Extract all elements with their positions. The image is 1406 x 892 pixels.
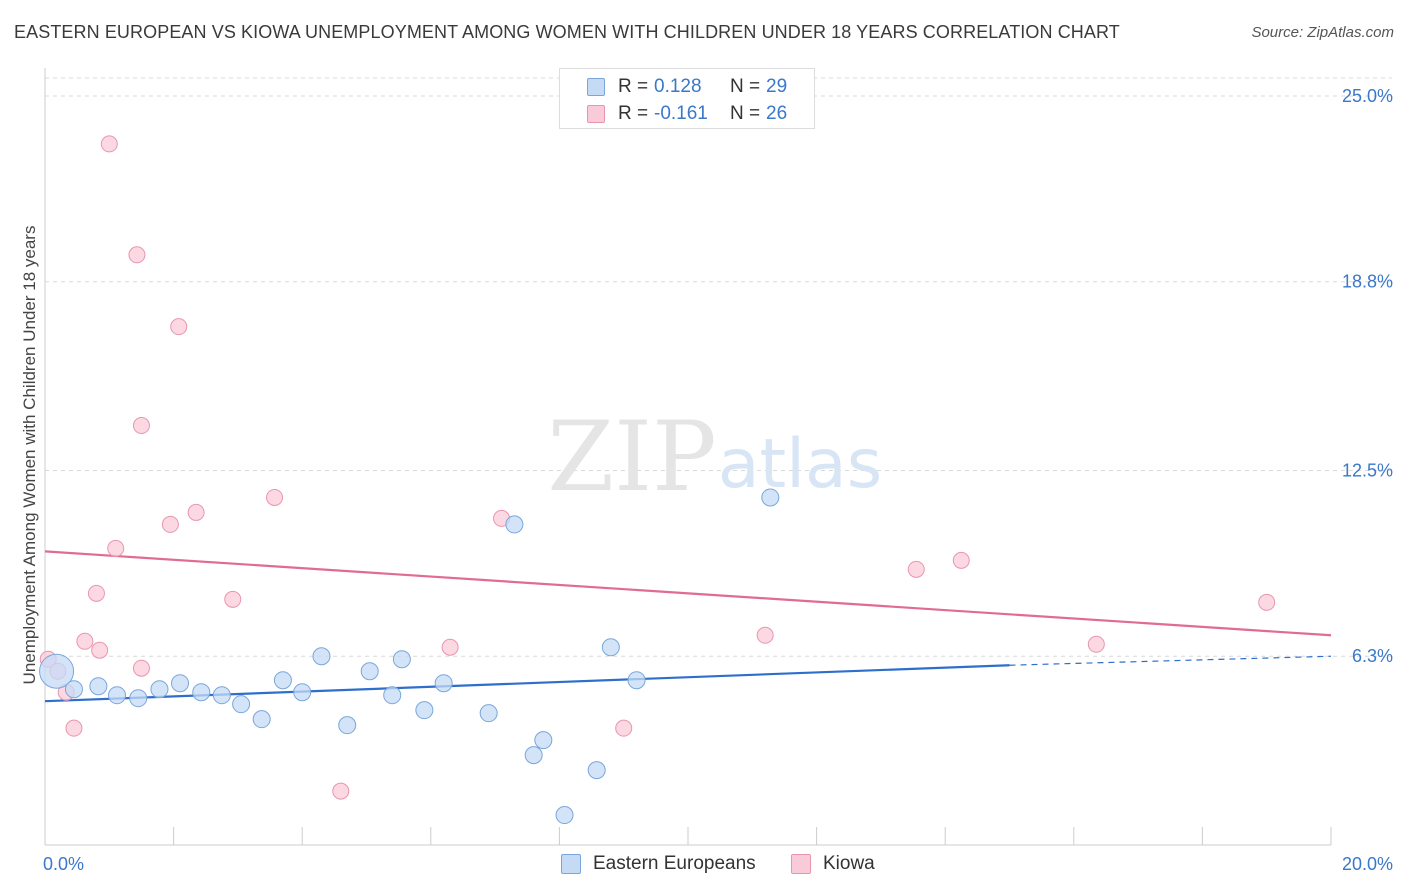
point-eastern-europeans <box>64 680 83 699</box>
chart-title: EASTERN EUROPEAN VS KIOWA UNEMPLOYMENT A… <box>14 22 1120 42</box>
r-value: 0.128 <box>654 76 702 97</box>
point-kiowa <box>952 551 970 569</box>
point-eastern-europeans <box>150 680 169 699</box>
x-tick-label: 20.0% <box>1342 854 1393 874</box>
point-eastern-europeans <box>273 671 292 690</box>
grid-layer <box>45 77 1392 657</box>
point-eastern-europeans <box>293 683 312 702</box>
point-eastern-europeans <box>129 689 148 708</box>
point-kiowa <box>132 659 150 677</box>
point-kiowa <box>332 782 350 800</box>
point-kiowa <box>100 135 118 153</box>
r-label: R = <box>618 103 649 124</box>
point-eastern-europeans <box>312 647 331 666</box>
stats-row-eastern-europeans: R = 0.128 N = 29 <box>560 74 814 100</box>
point-kiowa <box>128 246 146 264</box>
point-eastern-europeans <box>360 662 379 681</box>
point-kiowa <box>132 417 150 435</box>
pink-swatch <box>791 854 811 874</box>
point-eastern-europeans <box>252 710 271 729</box>
trendline-eastern-europeans <box>44 664 1010 703</box>
y-tick-label: 25.0% <box>1342 86 1393 106</box>
n-value: 29 <box>766 76 788 97</box>
stats-legend: R = 0.128 N = 29 R = -0.161 N = 26 <box>559 68 815 129</box>
point-eastern-europeans <box>555 806 574 825</box>
point-eastern-europeans <box>232 695 251 714</box>
stats-row-kiowa: R = -0.161 N = 26 <box>560 101 814 127</box>
legend-label: Eastern Europeans <box>593 853 756 874</box>
point-kiowa <box>161 515 179 533</box>
tick-labels: 6.3% 12.5% 18.8% 25.0% 0.0% 20.0% <box>43 86 1393 874</box>
point-eastern-europeans <box>415 701 434 720</box>
series-legend: Eastern Europeans Kiowa <box>0 852 1406 878</box>
n-label: N = <box>730 103 761 124</box>
watermark-atlas: atlas <box>718 425 882 504</box>
r-value: -0.161 <box>654 103 708 124</box>
point-kiowa <box>266 488 284 506</box>
point-kiowa <box>187 503 205 521</box>
point-eastern-europeans <box>627 671 646 690</box>
blue-swatch <box>561 854 581 874</box>
watermark: ZIP atlas <box>547 401 882 513</box>
point-kiowa <box>107 539 125 557</box>
x-tick-label: 0.0% <box>43 854 84 874</box>
point-eastern-europeans <box>601 638 620 657</box>
point-eastern-europeans <box>39 653 75 689</box>
point-eastern-europeans <box>338 716 357 735</box>
watermark-zip: ZIP <box>547 401 716 513</box>
axes-layer <box>44 68 1332 846</box>
point-eastern-europeans <box>434 674 453 693</box>
point-kiowa <box>76 632 94 650</box>
point-kiowa <box>91 641 109 659</box>
point-kiowa <box>87 584 105 602</box>
point-eastern-europeans <box>383 686 402 705</box>
point-eastern-europeans <box>192 683 211 702</box>
point-eastern-europeans <box>108 686 127 705</box>
point-kiowa <box>1087 635 1105 653</box>
point-eastern-europeans <box>171 674 190 693</box>
y-tick-label: 18.8% <box>1342 272 1393 292</box>
point-eastern-europeans <box>761 488 780 507</box>
point-kiowa <box>907 560 925 578</box>
point-eastern-europeans <box>534 731 553 750</box>
point-kiowa <box>1258 593 1276 611</box>
point-eastern-europeans <box>392 650 411 669</box>
trend-layer <box>44 550 1332 703</box>
point-eastern-europeans <box>89 677 108 696</box>
point-kiowa <box>441 638 459 656</box>
point-eastern-europeans <box>212 686 231 705</box>
pink-swatch <box>587 105 605 123</box>
point-kiowa <box>615 719 633 737</box>
point-eastern-europeans <box>587 761 606 780</box>
y-tick-label: 6.3% <box>1352 646 1393 666</box>
point-eastern-europeans <box>479 704 498 723</box>
point-kiowa <box>756 626 774 644</box>
point-kiowa <box>170 318 188 336</box>
blue-swatch <box>587 78 605 96</box>
trendline-kiowa <box>44 550 1332 637</box>
point-kiowa <box>65 719 83 737</box>
trendline-eastern-europeans-extension <box>1009 655 1332 666</box>
points-layer <box>39 135 1276 825</box>
y-tick-label: 12.5% <box>1342 460 1393 480</box>
point-eastern-europeans <box>505 515 524 534</box>
n-label: N = <box>730 76 761 97</box>
n-value: 26 <box>766 103 788 124</box>
r-label: R = <box>618 76 649 97</box>
source-credit: Source: ZipAtlas.com <box>1251 24 1394 41</box>
point-kiowa <box>224 590 242 608</box>
point-eastern-europeans <box>524 746 543 765</box>
legend-label: Kiowa <box>823 853 875 874</box>
